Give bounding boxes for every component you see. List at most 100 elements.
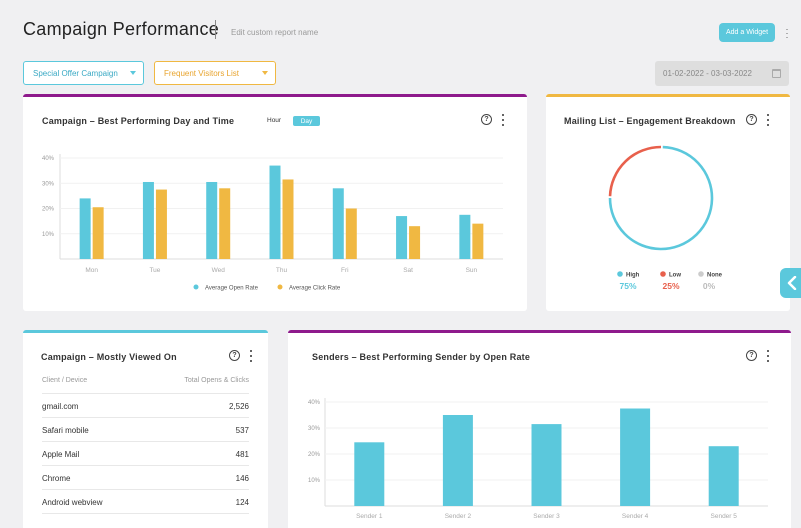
add-widget-button[interactable]: Add a Widget xyxy=(719,23,775,42)
calendar-icon xyxy=(772,69,781,78)
legend-label: Average Open Rate xyxy=(205,286,259,292)
date-range-picker[interactable]: 01-02-2022 - 03-03-2022 xyxy=(655,61,789,86)
bar xyxy=(531,424,562,506)
total-value: 146 xyxy=(235,474,249,483)
more-options-icon[interactable] xyxy=(766,114,770,126)
toggle-day[interactable]: Day xyxy=(293,116,320,126)
bar xyxy=(442,415,473,506)
x-tick-label: Mon xyxy=(85,267,98,274)
more-options-icon[interactable]: · · · xyxy=(785,24,789,42)
x-tick-label: Sender 5 xyxy=(711,513,738,520)
bar xyxy=(92,207,104,259)
table-header: Client / Device Total Opens & Clicks xyxy=(42,377,249,384)
bar xyxy=(206,181,218,259)
help-icon[interactable]: ? xyxy=(229,350,240,361)
bar xyxy=(142,181,154,259)
legend-dot xyxy=(660,271,666,277)
client-name: Chrome xyxy=(42,474,71,483)
title-divider xyxy=(215,20,216,39)
bar xyxy=(155,189,167,259)
help-icon[interactable]: ? xyxy=(746,114,757,125)
legend-value: 0% xyxy=(703,281,716,291)
legend-label: Low xyxy=(669,273,681,279)
bar xyxy=(332,188,344,259)
card-accent-bar xyxy=(23,94,527,97)
y-tick-label: 20% xyxy=(42,207,55,213)
list-select-value: Frequent Visitors List xyxy=(164,68,239,78)
x-tick-label: Sender 4 xyxy=(622,513,649,520)
help-icon[interactable]: ? xyxy=(481,114,492,125)
bar xyxy=(396,216,408,259)
client-name: Apple Mail xyxy=(42,450,80,459)
y-tick-label: 10% xyxy=(308,478,321,484)
report-name-input[interactable]: Edit custom report name xyxy=(231,28,319,37)
chevron-down-icon xyxy=(130,71,136,75)
legend-dot xyxy=(193,284,199,290)
y-tick-label: 40% xyxy=(308,400,321,406)
total-value: 537 xyxy=(235,426,249,435)
card-title: Senders – Best Performing Sender by Open… xyxy=(312,352,531,362)
legend-label: None xyxy=(707,273,723,279)
card-title: Campaign – Best Performing Day and Time xyxy=(42,116,235,126)
card-accent-bar xyxy=(23,330,268,333)
help-icon[interactable]: ? xyxy=(746,350,757,361)
bar xyxy=(269,165,281,259)
legend-dot xyxy=(698,271,704,277)
page-header: Campaign Performance Edit custom report … xyxy=(0,0,801,60)
bar xyxy=(620,408,651,506)
bar xyxy=(282,179,294,259)
best-day-chart: 10% 20% 30% 40% Mon Tue Wed Thu Fri Sat Sun Average… xyxy=(42,154,503,292)
donut-segment xyxy=(608,145,714,251)
engagement-donut-chart: High 75% Low 25% None 0% xyxy=(608,145,723,291)
table-row: gmail.com 2,526 xyxy=(42,393,249,417)
y-tick-label: 40% xyxy=(42,156,55,162)
bar xyxy=(459,214,471,259)
table-row: Safari mobile 537 xyxy=(42,417,249,441)
more-options-icon[interactable] xyxy=(766,350,770,362)
total-value: 124 xyxy=(235,498,249,507)
campaign-select[interactable]: Special Offer Campaign xyxy=(23,61,144,85)
side-panel-toggle[interactable] xyxy=(780,268,801,298)
table-row: Android webview 124 xyxy=(42,489,249,513)
x-tick-label: Tue xyxy=(149,267,160,274)
list-select[interactable]: Frequent Visitors List xyxy=(154,61,276,85)
mostly-viewed-card: Campaign – Mostly Viewed On ? Client / D… xyxy=(23,330,268,528)
x-tick-label: Sender 1 xyxy=(356,513,383,520)
bar xyxy=(354,442,385,506)
client-name: Android webview xyxy=(42,498,103,507)
engagement-card: Mailing List – Engagement Breakdown ? Hi… xyxy=(546,94,790,311)
legend-dot xyxy=(617,271,623,277)
legend-dot xyxy=(277,284,283,290)
page-title: Campaign Performance xyxy=(23,19,220,39)
x-tick-label: Sat xyxy=(403,267,413,274)
legend-value: 75% xyxy=(619,281,636,291)
total-value: 2,526 xyxy=(228,402,249,411)
date-range-value: 01-02-2022 - 03-03-2022 xyxy=(663,69,752,78)
more-options-icon[interactable] xyxy=(249,350,253,362)
donut-segment xyxy=(608,145,662,197)
bar xyxy=(219,188,231,259)
chevron-down-icon xyxy=(262,71,268,75)
client-name: Safari mobile xyxy=(42,426,89,435)
more-options-icon[interactable] xyxy=(501,114,505,126)
x-tick-label: Fri xyxy=(341,267,349,274)
card-accent-bar xyxy=(288,330,791,333)
legend-label: High xyxy=(626,273,640,279)
x-tick-label: Sun xyxy=(466,267,478,274)
card-accent-bar xyxy=(546,94,790,97)
client-name: gmail.com xyxy=(42,402,79,411)
card-title: Mailing List – Engagement Breakdown xyxy=(564,116,736,126)
bar xyxy=(708,446,739,506)
column-header-client: Client / Device xyxy=(42,377,88,384)
y-tick-label: 20% xyxy=(308,452,321,458)
chevron-left-icon xyxy=(787,276,797,290)
legend-value: 25% xyxy=(662,281,679,291)
bar xyxy=(409,226,421,259)
y-tick-label: 30% xyxy=(308,426,321,432)
toggle-hour[interactable]: Hour xyxy=(267,117,282,124)
senders-chart: 10% 20% 30% 40% Sender 1 Sender 2 Sender 3 Send… xyxy=(308,398,768,520)
x-tick-label: Sender 2 xyxy=(445,513,472,520)
bar xyxy=(79,198,91,259)
bar xyxy=(345,208,357,259)
x-tick-label: Thu xyxy=(276,267,288,274)
